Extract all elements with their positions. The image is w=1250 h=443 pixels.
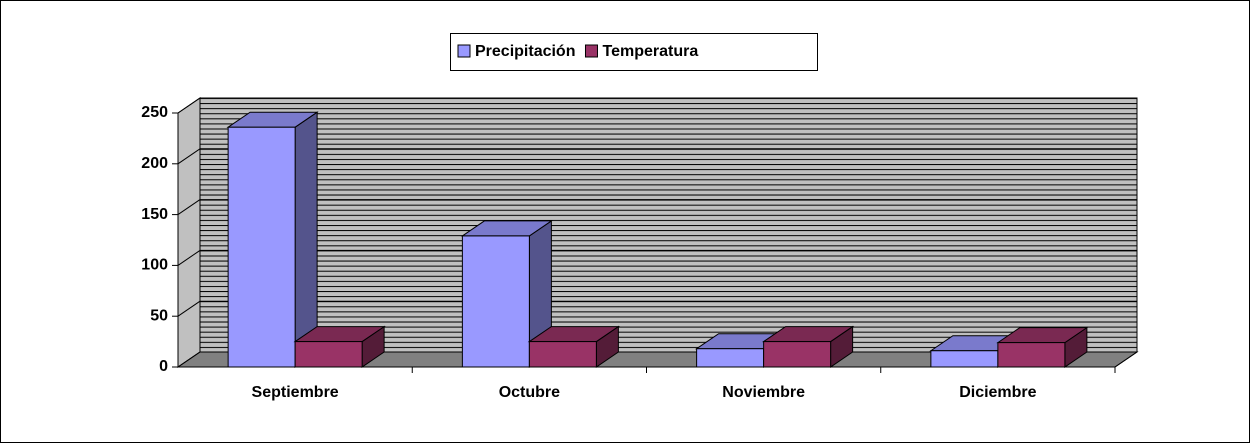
y-tick-label: 100 xyxy=(141,257,168,274)
grid-line xyxy=(177,249,201,266)
legend-label: Precipitación xyxy=(475,43,575,60)
bar-front xyxy=(930,350,999,368)
grid-line xyxy=(177,351,201,368)
bar-front xyxy=(294,341,363,368)
bar-front xyxy=(763,341,832,368)
bar xyxy=(762,325,855,368)
bar-front xyxy=(528,341,597,368)
bar xyxy=(226,111,319,368)
bar-front xyxy=(227,126,296,368)
x-tick-label: Diciembre xyxy=(959,384,1036,401)
bar-front xyxy=(461,235,530,368)
y-tick-label: 0 xyxy=(159,358,168,375)
side-wall xyxy=(177,97,201,368)
back-wall xyxy=(199,97,1138,353)
bar xyxy=(293,325,386,368)
legend-swatch xyxy=(457,44,471,58)
y-tick-label: 50 xyxy=(150,307,168,324)
legend-label: Temperatura xyxy=(602,43,698,60)
y-tick-label: 150 xyxy=(141,206,168,223)
y-tick-label: 200 xyxy=(141,155,168,172)
x-tick-label: Octubre xyxy=(499,384,560,401)
x-tick-label: Septiembre xyxy=(252,384,339,401)
grid-line xyxy=(177,148,201,165)
bar xyxy=(996,326,1089,368)
bar-front xyxy=(696,348,765,368)
bar xyxy=(527,325,620,368)
bar-front xyxy=(997,342,1066,368)
x-axis-depth xyxy=(1114,351,1138,368)
grid-line xyxy=(177,300,201,317)
x-tick-label: Noviembre xyxy=(722,384,805,401)
legend xyxy=(450,33,818,71)
y-tick-label: 250 xyxy=(141,104,168,121)
legend-swatch xyxy=(584,44,598,58)
grid-line xyxy=(177,97,201,114)
grid-line xyxy=(177,199,201,216)
